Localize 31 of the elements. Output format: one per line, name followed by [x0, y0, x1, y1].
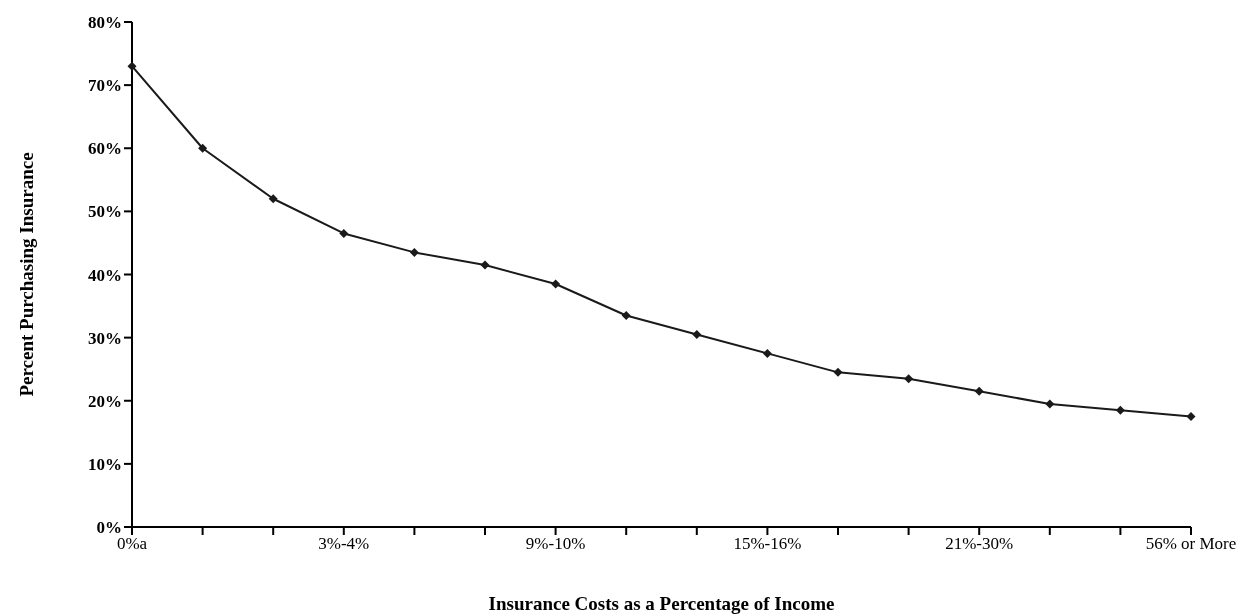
- point: [904, 374, 914, 384]
- x-tick-label: 15%-16%: [733, 534, 802, 554]
- point: [1186, 412, 1196, 422]
- point: [974, 386, 984, 396]
- y-tick-label: 10%: [88, 454, 122, 474]
- point: [621, 311, 631, 321]
- y-tick-label: 30%: [88, 328, 122, 348]
- x-tick-label: 9%-10%: [525, 534, 586, 554]
- point: [409, 247, 419, 257]
- point: [268, 194, 278, 204]
- y-tick-label: 50%: [88, 202, 122, 222]
- point: [1115, 405, 1125, 415]
- y-tick-label: 70%: [88, 76, 122, 96]
- y-tick-label: 20%: [88, 391, 122, 411]
- point: [692, 329, 702, 339]
- x-tick-label: 3%-4%: [318, 534, 370, 554]
- y-axis-title: Percent Purchasing Insurance: [15, 152, 37, 397]
- point: [833, 367, 843, 377]
- x-tick-label: 21%-30%: [945, 534, 1014, 554]
- point: [480, 260, 490, 270]
- point: [762, 348, 772, 358]
- y-tick-label: 40%: [88, 265, 122, 285]
- x-axis-title: Insurance Costs as a Percentage of Income: [488, 593, 835, 614]
- x-tick-label: 56% or More: [1145, 534, 1237, 554]
- point: [198, 143, 208, 153]
- y-tick-label: 60%: [88, 139, 122, 159]
- y-tick-label: 80%: [88, 13, 122, 33]
- point: [551, 279, 561, 289]
- point: [1045, 399, 1055, 409]
- point: [127, 61, 137, 71]
- point: [339, 228, 349, 238]
